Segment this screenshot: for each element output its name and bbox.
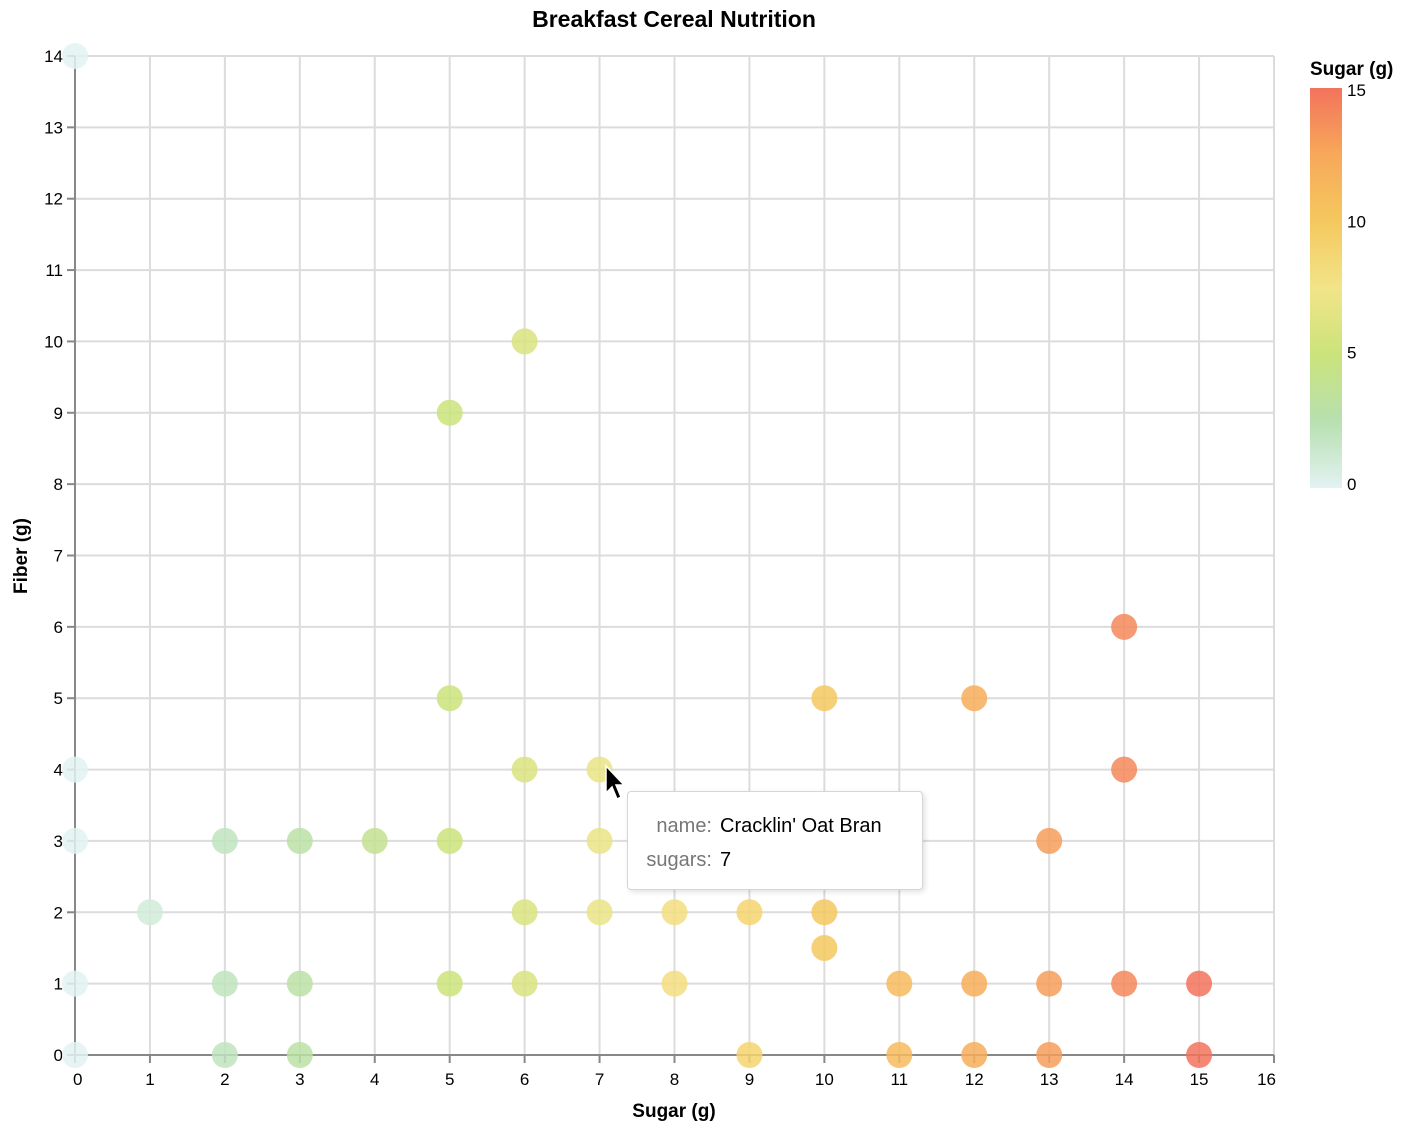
data-point[interactable] <box>436 685 463 712</box>
y-tick-label: 0 <box>54 1046 63 1065</box>
y-tick-label: 10 <box>44 332 63 351</box>
legend-tick-label: 5 <box>1347 344 1356 363</box>
x-tick-label: 16 <box>1257 1070 1276 1089</box>
chart-title: Breakfast Cereal Nutrition <box>532 6 816 32</box>
data-point[interactable] <box>211 827 238 854</box>
y-tick-label: 1 <box>54 975 63 994</box>
data-point[interactable] <box>211 970 238 997</box>
data-point[interactable] <box>736 1042 763 1068</box>
data-point[interactable] <box>736 899 763 926</box>
data-point[interactable] <box>511 970 538 997</box>
x-tick-label: 2 <box>220 1070 229 1089</box>
x-tick-label: 12 <box>965 1070 984 1089</box>
data-point[interactable] <box>1036 1042 1063 1068</box>
data-point[interactable] <box>811 685 838 712</box>
y-tick-label: 6 <box>54 618 63 637</box>
y-tick-label: 8 <box>54 475 63 494</box>
x-tick-label: 5 <box>445 1070 454 1089</box>
x-axis-title: Sugar (g) <box>632 1101 715 1122</box>
legend-tick-label: 0 <box>1347 475 1356 494</box>
data-point[interactable] <box>811 899 838 926</box>
data-point[interactable] <box>1111 756 1138 783</box>
axes: 0 1 2 3 4 5 6 7 8 9 10 11 12 13 14 15 160123456789101112… <box>44 47 1276 1089</box>
x-tick-label: 7 <box>595 1070 604 1089</box>
data-point[interactable] <box>361 827 388 854</box>
y-tick-label: 13 <box>44 118 63 137</box>
x-tick-label: 15 <box>1190 1070 1209 1089</box>
data-point[interactable] <box>511 756 538 783</box>
y-tick-label: 4 <box>54 761 63 780</box>
data-point[interactable] <box>436 827 463 854</box>
data-point[interactable] <box>886 970 913 997</box>
y-tick-label: 12 <box>44 190 63 209</box>
data-point[interactable] <box>136 899 163 926</box>
data-point[interactable] <box>1111 970 1138 997</box>
legend-tick-label: 10 <box>1347 212 1366 231</box>
x-tick-label: 13 <box>1040 1070 1059 1089</box>
data-point[interactable] <box>961 685 988 712</box>
y-tick-label: 2 <box>54 903 63 922</box>
x-tick-label: 0 <box>73 1070 82 1089</box>
data-point[interactable] <box>811 934 838 961</box>
data-point[interactable] <box>511 899 538 926</box>
data-point[interactable] <box>62 970 88 997</box>
y-tick-label: 9 <box>54 404 63 423</box>
legend-title: Sugar (g) <box>1310 59 1393 80</box>
data-point[interactable] <box>586 827 613 854</box>
y-axis-title: Fiber (g) <box>11 518 32 594</box>
data-point[interactable] <box>286 827 313 854</box>
y-tick-label: 5 <box>54 689 63 708</box>
data-point[interactable] <box>62 1042 88 1068</box>
data-point[interactable] <box>211 1042 238 1068</box>
data-point[interactable] <box>961 970 988 997</box>
x-tick-label: 10 <box>815 1070 834 1089</box>
x-tick-label: 8 <box>670 1070 679 1089</box>
data-point[interactable] <box>62 827 88 854</box>
x-tick-label: 1 <box>145 1070 154 1089</box>
data-point[interactable] <box>1186 1042 1213 1068</box>
data-point[interactable] <box>961 1042 988 1068</box>
tooltip: name: Cracklin' Oat Bran sugars: 7 <box>627 791 923 890</box>
x-tick-label: 4 <box>370 1070 379 1089</box>
color-legend: Sugar (g) 0 5 10 15 <box>1310 59 1393 494</box>
data-point[interactable] <box>436 970 463 997</box>
data-point[interactable] <box>286 970 313 997</box>
cursor-icon <box>605 764 626 801</box>
data-point[interactable] <box>286 1042 313 1068</box>
data-point[interactable] <box>1186 970 1213 997</box>
x-tick-label: 3 <box>295 1070 304 1089</box>
data-point[interactable] <box>62 43 88 69</box>
tooltip-sugars-key: sugars: <box>646 849 712 871</box>
x-tick-label: 11 <box>890 1070 908 1089</box>
x-tick-label: 6 <box>520 1070 529 1089</box>
data-point[interactable] <box>586 899 613 926</box>
tooltip-row-name: name: Cracklin' Oat Bran <box>628 812 922 846</box>
y-tick-label: 11 <box>45 261 63 280</box>
legend-tick-label: 15 <box>1347 81 1366 100</box>
data-point[interactable] <box>1036 970 1063 997</box>
legend-gradient-bar <box>1310 88 1342 488</box>
data-point[interactable] <box>436 399 463 426</box>
y-tick-label: 3 <box>54 832 63 851</box>
y-tick-label: 7 <box>54 547 63 566</box>
data-point[interactable] <box>661 899 688 926</box>
y-tick-label: 14 <box>44 47 63 66</box>
tooltip-name-value: Cracklin' Oat Bran <box>720 815 882 837</box>
x-tick-label: 9 <box>745 1070 754 1089</box>
data-point[interactable] <box>1036 827 1063 854</box>
tooltip-sugars-value: 7 <box>720 849 732 871</box>
tooltip-row-sugars: sugars: 7 <box>628 846 922 880</box>
data-point[interactable] <box>62 756 88 783</box>
data-point[interactable] <box>1111 613 1138 640</box>
x-tick-label: 14 <box>1115 1070 1134 1089</box>
data-point[interactable] <box>886 1042 913 1068</box>
data-point[interactable] <box>661 970 688 997</box>
tooltip-name-key: name: <box>656 815 712 837</box>
data-point[interactable] <box>511 328 538 355</box>
